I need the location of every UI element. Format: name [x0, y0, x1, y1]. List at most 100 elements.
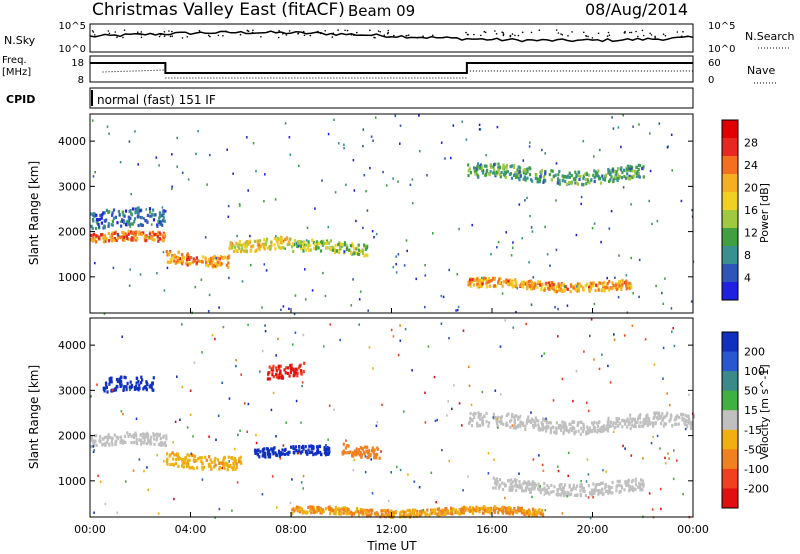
scatter-cell [229, 241, 232, 246]
scatter-cell [488, 172, 491, 176]
scatter-cell [144, 219, 147, 223]
scatter-cell [352, 454, 355, 458]
scatter-cell [534, 513, 537, 518]
scatter-cell [302, 369, 305, 374]
plot-title: Christmas Valley East (fitACF) [92, 0, 345, 20]
scatter-cell [507, 507, 510, 510]
scatter-cell [451, 407, 453, 411]
scatter-cell [618, 280, 621, 284]
scatter-cell [90, 212, 93, 216]
scatter-cell [447, 400, 449, 403]
scatter-cell [361, 248, 364, 252]
scatter-cell [231, 509, 233, 512]
noise-search-point [681, 35, 683, 38]
scatter-cell [481, 168, 484, 172]
scatter-cell [521, 285, 525, 289]
scatter-cell [646, 417, 649, 421]
noise-search-trace [91, 29, 689, 39]
scatter-cell [585, 172, 589, 176]
scatter-cell [516, 485, 519, 489]
scatter-cell [492, 508, 495, 513]
scatter-cell [157, 512, 160, 515]
scatter-cell [605, 470, 607, 473]
scatter-cell [183, 458, 187, 462]
scatter-cell [307, 240, 310, 244]
x-tick-label: 20:00 [577, 523, 609, 536]
scatter-cell [461, 120, 464, 123]
noise-search-point [123, 29, 126, 32]
scatter-cell [560, 483, 563, 487]
scatter-cell [613, 338, 616, 341]
scatter-cell [638, 481, 641, 485]
noise-search-point [387, 31, 390, 34]
scatter-cell [302, 444, 305, 448]
scatter-cell [353, 189, 356, 192]
scatter-cell [241, 246, 244, 251]
scatter-cell [121, 238, 124, 242]
scatter-cell [362, 512, 365, 516]
scatter-cell [669, 418, 672, 422]
scatter-cell [482, 505, 485, 509]
scatter-cell [550, 483, 553, 488]
scatter-cell [300, 481, 303, 484]
scatter-cell [473, 415, 476, 419]
scatter-cell [505, 279, 508, 283]
scatter-cell [272, 447, 275, 451]
freq-left-label-bottom: [MHz] [2, 67, 31, 78]
scatter-cell [574, 430, 577, 434]
scatter-cell [225, 263, 228, 267]
scatter-cell [628, 489, 631, 493]
colorbar-swatch [722, 138, 738, 157]
scatter-cell [566, 490, 569, 494]
scatter-cell [135, 437, 138, 442]
scatter-cell [246, 430, 248, 433]
scatter-cell [365, 246, 369, 250]
scatter-cell [634, 479, 637, 483]
scatter-cell [587, 173, 590, 177]
scatter-cell [262, 242, 265, 246]
scatter-cell [424, 421, 427, 424]
scatter-cell [173, 497, 175, 501]
scatter-cell [568, 485, 571, 489]
scatter-cell [479, 412, 482, 416]
scatter-cell [588, 426, 591, 430]
scatter-cell [556, 465, 559, 468]
scatter-cell [265, 447, 268, 451]
scatter-cell [266, 377, 269, 381]
scatter-cell [120, 438, 123, 443]
scatter-cell [289, 367, 292, 371]
scatter-cell [574, 170, 577, 174]
scatter-cell [613, 426, 616, 430]
noise-search-point [163, 31, 166, 33]
scatter-cell [526, 170, 529, 174]
scatter-cell [235, 465, 238, 469]
noise-search-point [324, 30, 327, 32]
noise-search-point [393, 34, 395, 37]
scatter-cell [450, 511, 453, 515]
scatter-cell [592, 482, 595, 486]
scatter-cell [157, 239, 160, 243]
scatter-cell [537, 425, 541, 429]
nave-trace [102, 69, 693, 79]
scatter-cell [130, 192, 132, 196]
scatter-cell [261, 306, 263, 309]
scatter-cell [371, 230, 374, 233]
scatter-cell [593, 179, 596, 184]
scatter-cell [620, 176, 623, 180]
scatter-cell [641, 166, 644, 170]
scatter-cell [617, 126, 620, 129]
scatter-cell [522, 282, 525, 286]
scatter-cell [580, 426, 583, 430]
scatter-cell [420, 509, 423, 513]
scatter-cell [422, 508, 425, 512]
scatter-cell [364, 470, 367, 474]
scatter-cell [509, 425, 512, 429]
scatter-cell [596, 174, 600, 178]
scatter-cell [532, 425, 535, 429]
scatter-cell [280, 308, 282, 311]
scatter-cell [613, 169, 617, 173]
scatter-cell [424, 391, 426, 394]
scatter-cell [230, 244, 233, 248]
scatter-cell [189, 389, 192, 392]
